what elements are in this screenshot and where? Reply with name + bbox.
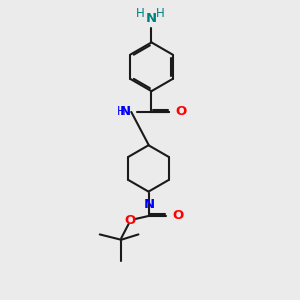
Text: H: H	[155, 7, 164, 20]
Text: O: O	[175, 106, 187, 118]
Text: O: O	[124, 214, 136, 227]
Text: O: O	[172, 209, 184, 223]
Text: N: N	[146, 12, 157, 25]
Text: N: N	[120, 106, 131, 118]
Text: H: H	[117, 106, 125, 118]
Text: H: H	[136, 7, 145, 20]
Text: N: N	[143, 198, 155, 211]
